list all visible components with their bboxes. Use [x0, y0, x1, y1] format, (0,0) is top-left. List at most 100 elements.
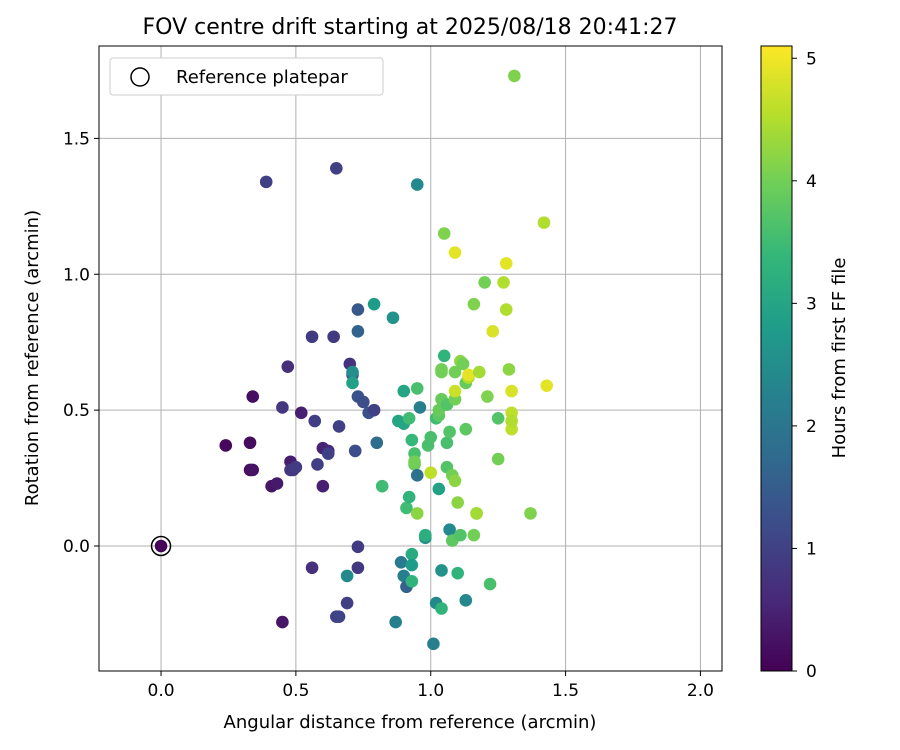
- data-point: [405, 558, 419, 572]
- data-point: [435, 564, 448, 577]
- grid-lines: [99, 46, 722, 671]
- data-point: [246, 463, 260, 477]
- data-point: [456, 357, 470, 371]
- data-point: [491, 411, 505, 425]
- x-tick-label: 1.5: [552, 681, 579, 701]
- legend: Reference platepar: [109, 57, 384, 96]
- data-point: [330, 161, 343, 175]
- data-point: [486, 325, 500, 338]
- colorbar-tick-label: 4: [806, 172, 817, 192]
- data-point: [276, 401, 289, 414]
- data-point: [327, 330, 340, 344]
- data-point: [351, 561, 365, 575]
- data-point: [467, 297, 481, 311]
- data-point: [505, 414, 518, 428]
- data-point: [499, 257, 513, 270]
- colorbar-tick-label: 2: [806, 417, 817, 437]
- data-point: [346, 365, 359, 379]
- data-point: [321, 447, 335, 460]
- data-point: [470, 507, 483, 520]
- y-tick-label: 1.5: [63, 129, 90, 149]
- data-point: [413, 401, 427, 414]
- data-point: [435, 365, 448, 379]
- data-point: [346, 376, 359, 390]
- data-point: [340, 569, 354, 583]
- data-point: [405, 433, 419, 447]
- data-point: [410, 178, 424, 191]
- colorbar-tick-label: 5: [806, 49, 817, 69]
- x-tick-label: 0.5: [282, 681, 309, 701]
- data-point: [332, 420, 346, 433]
- data-point: [472, 365, 486, 379]
- data-point: [351, 303, 365, 316]
- data-point: [294, 406, 308, 420]
- data-point: [483, 577, 497, 591]
- data-point: [502, 363, 516, 376]
- data-point: [424, 431, 438, 444]
- data-point: [316, 479, 330, 493]
- data-point: [270, 477, 284, 490]
- x-tick-label: 2.0: [687, 681, 714, 701]
- data-point: [402, 411, 416, 425]
- colorbar: 0 1 2 3 4 5 Hours from first FF file: [760, 45, 850, 682]
- data-point: [478, 276, 491, 289]
- legend-label: Reference platepar: [176, 67, 348, 88]
- data-point: [491, 452, 505, 466]
- y-tick-label: 0.5: [63, 401, 90, 421]
- data-point: [443, 523, 456, 536]
- data-point: [448, 365, 462, 379]
- data-point: [219, 439, 233, 452]
- data-point: [389, 615, 402, 629]
- data-point: [497, 276, 510, 289]
- data-point: [427, 637, 440, 651]
- data-point: [289, 460, 303, 474]
- data-point: [424, 466, 438, 479]
- data-point: [408, 455, 421, 469]
- data-point: [348, 444, 362, 458]
- data-point: [405, 547, 419, 561]
- data-point: [243, 436, 257, 450]
- data-point: [459, 594, 473, 607]
- data-point: [448, 384, 462, 398]
- data-point: [410, 507, 424, 520]
- data-point: [397, 384, 411, 398]
- data-point: [259, 175, 273, 189]
- data-point: [367, 297, 381, 311]
- data-point: [367, 403, 381, 417]
- colorbar-label: Hours from first FF file: [829, 258, 850, 459]
- data-point: [405, 575, 419, 588]
- data-point: [481, 390, 494, 403]
- data-point: [386, 311, 400, 325]
- data-point: [437, 227, 451, 240]
- data-point: [451, 496, 464, 509]
- data-point: [524, 507, 537, 520]
- data-point: [448, 474, 462, 488]
- legend-marker-icon: [130, 67, 150, 87]
- data-point: [276, 615, 289, 629]
- colorbar-tick-label: 1: [806, 539, 817, 559]
- data-point: [154, 539, 168, 553]
- data-point: [410, 382, 424, 395]
- data-point: [402, 490, 416, 504]
- chart-title: FOV centre drift starting at 2025/08/18 …: [143, 15, 678, 40]
- data-points: [154, 69, 553, 651]
- data-point: [448, 246, 462, 259]
- colorbar-tick-label: 0: [806, 662, 817, 682]
- reference-point-marker: [150, 535, 172, 557]
- data-point: [443, 425, 456, 439]
- data-point: [508, 69, 521, 83]
- data-point: [451, 566, 464, 580]
- data-point: [305, 330, 319, 344]
- plot-frame: [98, 45, 723, 672]
- data-point: [340, 596, 354, 610]
- data-point: [419, 528, 432, 542]
- data-point: [351, 325, 365, 338]
- data-point: [537, 216, 551, 229]
- data-point: [370, 436, 384, 450]
- colorbar-ticks: 0 1 2 3 4 5: [792, 49, 817, 682]
- x-tick-label: 1.0: [417, 681, 444, 701]
- data-point: [308, 414, 322, 428]
- data-point: [246, 390, 260, 403]
- data-point: [467, 528, 481, 542]
